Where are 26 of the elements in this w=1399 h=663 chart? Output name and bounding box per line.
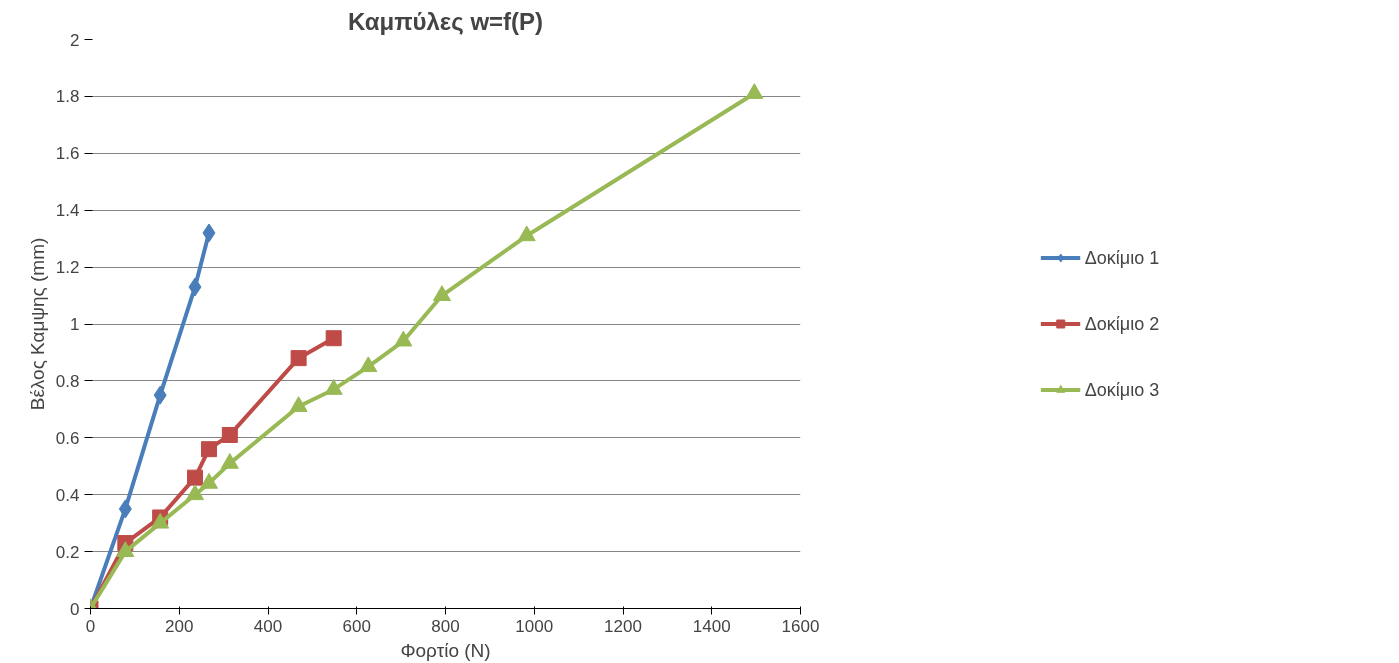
y-tick-label: 1.4 — [55, 201, 80, 221]
y-tick-label: 1.2 — [55, 258, 80, 278]
x-tick-label: 200 — [165, 616, 194, 636]
legend-label: Δοκίμιο 3 — [1084, 379, 1160, 400]
y-tick-label: 0.2 — [55, 542, 80, 562]
chart-title: Καμπύλες w=f(P) — [347, 7, 544, 35]
legend-label: Δοκίμιο 1 — [1084, 247, 1160, 268]
y-tick-label: 1.8 — [55, 87, 80, 107]
x-tick-label: 600 — [342, 616, 371, 636]
legend-label: Δοκίμιο 2 — [1084, 313, 1160, 334]
x-tick-label: 400 — [253, 616, 283, 636]
y-tick-label: 0 — [70, 599, 80, 619]
y-tick-label: 2 — [70, 30, 80, 50]
x-tick-label: 1000 — [515, 616, 554, 636]
y-tick-label: 1 — [70, 315, 80, 334]
x-tick-label: 1400 — [692, 616, 731, 636]
x-tick-label: 1200 — [604, 616, 642, 636]
x-axis-title: Φορτίο (N) — [400, 639, 491, 661]
x-tick-label: 0 — [85, 616, 96, 636]
y-tick-label: 0.6 — [55, 428, 80, 448]
x-tick-label: 1600 — [781, 616, 820, 636]
x-tick-label: 800 — [431, 616, 460, 636]
y-tick-label: 0.8 — [55, 371, 80, 391]
y-tick-label: 0.4 — [55, 485, 80, 505]
y-tick-label: 1.6 — [55, 144, 80, 164]
y-axis-title: Βέλος Καμψης (mm) — [26, 237, 48, 411]
